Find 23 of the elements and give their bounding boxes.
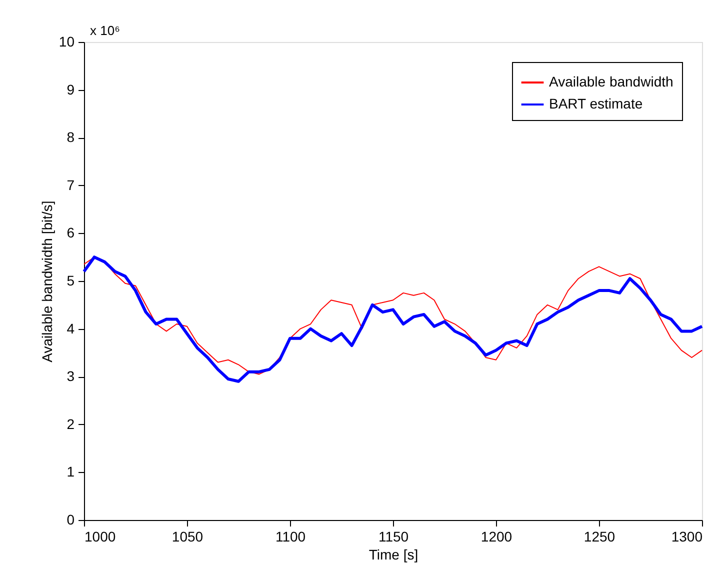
x-tick-label: 1150 xyxy=(378,528,409,544)
y-tick-label: 9 xyxy=(66,81,75,98)
y-axis-title: Available bandwidth [bit/s] xyxy=(38,200,55,362)
x-axis-title: Time [s] xyxy=(368,546,418,562)
y-tick-label: 4 xyxy=(66,320,75,336)
x-tick-label: 1050 xyxy=(172,528,204,544)
legend-label: BART estimate xyxy=(549,96,643,112)
y-tick-label: 10 xyxy=(58,34,75,50)
x-tick-label: 1100 xyxy=(275,528,306,544)
y-tick-label: 5 xyxy=(66,272,75,288)
x-tick-label: 1250 xyxy=(584,528,616,544)
text: x 10⁶ xyxy=(90,23,120,38)
x-tick-label: 1000 xyxy=(84,528,116,544)
y-tick-label: 1 xyxy=(66,464,75,480)
y-tick-label: 3 xyxy=(66,368,75,384)
x-tick-label: 1300 xyxy=(671,528,703,544)
y-tick-label: 2 xyxy=(66,416,75,432)
y-tick-label: 7 xyxy=(66,176,75,193)
y-tick-label: 8 xyxy=(66,129,75,146)
y-tick-label: 0 xyxy=(66,512,75,528)
y-tick-label: 6 xyxy=(66,224,75,241)
x-tick-label: 1200 xyxy=(480,528,512,544)
legend-label: Available bandwidth xyxy=(549,74,674,90)
